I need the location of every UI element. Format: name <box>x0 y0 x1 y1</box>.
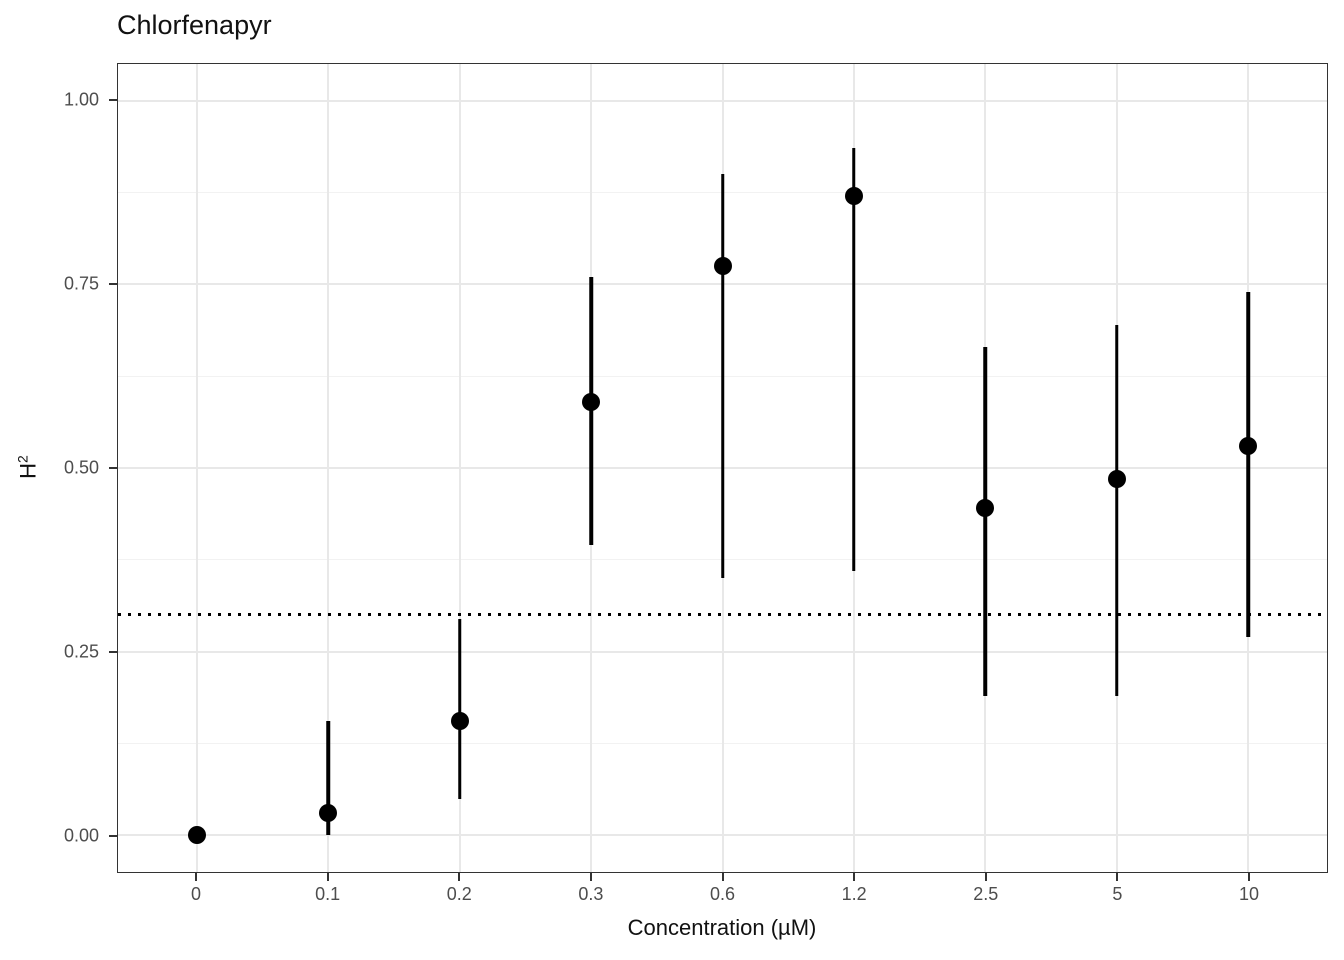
error-bar <box>720 174 725 579</box>
y-axis-title-base: H <box>15 462 41 479</box>
y-tick-label: 1.00 <box>63 89 99 110</box>
data-point <box>1107 470 1126 489</box>
data-point <box>187 826 206 845</box>
x-tick-label: 0.3 <box>578 884 604 904</box>
x-tick-mark <box>721 873 724 881</box>
gridline-major <box>195 64 198 872</box>
x-tick-label: 10 <box>1239 884 1260 904</box>
data-point <box>450 712 469 731</box>
x-tick-mark <box>326 873 329 881</box>
y-axis-title-exponent: 2 <box>14 455 31 463</box>
y-tick-label: 0.50 <box>63 457 99 478</box>
x-tick-mark <box>194 873 197 881</box>
chart-title: Chlorfenapyr <box>117 10 272 40</box>
x-tick-mark <box>589 873 592 881</box>
y-tick-mark <box>109 835 117 838</box>
x-tick-label: 0.1 <box>315 884 341 904</box>
y-tick-mark <box>109 98 117 101</box>
data-point <box>844 187 863 206</box>
plot-panel <box>117 63 1328 873</box>
error-bar <box>326 721 330 836</box>
x-tick-mark <box>1248 873 1251 881</box>
x-axis-title: Concentration (µM) <box>627 915 817 940</box>
data-point <box>713 257 732 275</box>
y-tick-mark <box>109 467 117 469</box>
y-tick-label: 0.00 <box>63 825 99 846</box>
gridline-major <box>327 64 330 872</box>
x-tick-label: 5 <box>1112 884 1123 904</box>
reference-line <box>118 613 1327 617</box>
y-tick-label: 0.25 <box>63 641 99 662</box>
x-tick-label: 0.6 <box>709 884 736 904</box>
data-point <box>1239 436 1258 455</box>
x-tick-mark <box>853 873 856 881</box>
y-tick-label: 0.75 <box>63 273 99 294</box>
error-bar <box>983 346 988 696</box>
x-tick-label: 0.2 <box>446 884 472 904</box>
error-bar <box>589 277 593 546</box>
error-bar <box>852 148 856 571</box>
gridline-major <box>458 64 461 872</box>
x-tick-mark <box>984 873 987 881</box>
x-tick-mark <box>458 873 461 881</box>
y-axis-title: H2 <box>14 455 41 479</box>
error-bar <box>457 618 462 799</box>
data-point <box>319 804 338 823</box>
x-tick-label: 2.5 <box>973 884 999 904</box>
y-tick-mark <box>109 282 117 285</box>
x-tick-label: 1.2 <box>841 884 867 904</box>
error-bar <box>1246 291 1250 637</box>
x-tick-label: 0 <box>190 884 201 904</box>
data-point <box>976 499 995 518</box>
x-tick-mark <box>1116 873 1119 881</box>
data-point <box>582 392 601 411</box>
error-bar <box>1114 324 1119 696</box>
y-tick-mark <box>109 651 117 654</box>
